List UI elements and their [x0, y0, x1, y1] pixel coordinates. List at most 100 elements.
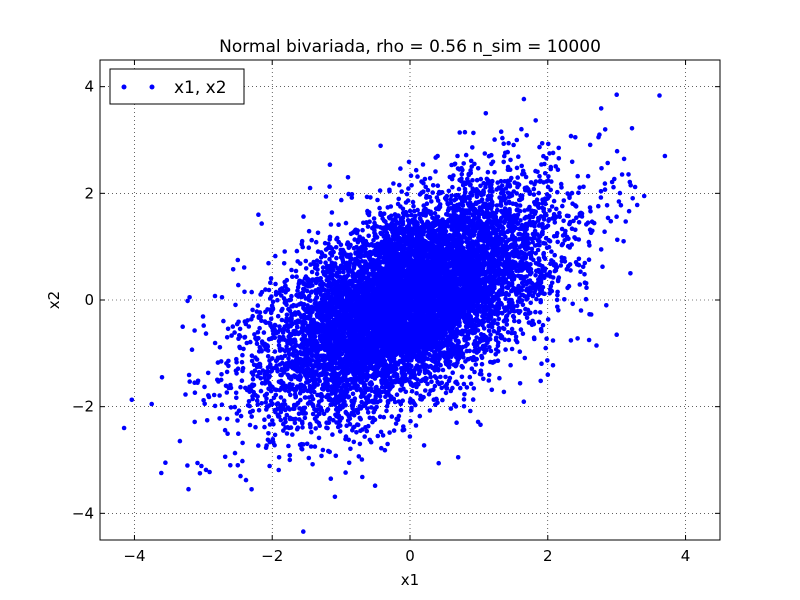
scatter-point: [396, 196, 402, 202]
scatter-point: [245, 318, 250, 323]
scatter-point: [266, 287, 272, 293]
scatter-point: [259, 380, 265, 386]
scatter-point: [519, 196, 525, 201]
scatter-point: [421, 443, 427, 448]
scatter-point: [555, 167, 561, 172]
scatter-point: [456, 186, 462, 192]
scatter-point: [240, 458, 245, 464]
scatter-point: [549, 249, 554, 254]
scatter-point: [240, 440, 245, 446]
scatter-point: [246, 399, 252, 404]
scatter-point: [514, 339, 520, 345]
scatter-point: [306, 245, 312, 250]
scatter-point: [429, 199, 434, 204]
scatter-point: [265, 354, 271, 359]
scatter-point: [433, 169, 438, 174]
scatter-point: [286, 443, 291, 449]
scatter-point: [605, 215, 611, 221]
scatter-point: [497, 375, 502, 381]
scatter-point: [286, 356, 291, 361]
scatter-point: [545, 358, 550, 363]
scatter-point: [426, 391, 432, 397]
scatter-point: [396, 399, 402, 404]
scatter-point: [326, 448, 331, 454]
scatter-point: [255, 402, 260, 407]
scatter-point: [230, 324, 236, 329]
scatter-point: [364, 428, 370, 434]
scatter-point: [324, 408, 330, 413]
scatter-point: [312, 389, 317, 395]
scatter-point: [576, 256, 582, 262]
scatter-point: [159, 470, 164, 476]
scatter-point: [531, 192, 537, 197]
scatter-point: [561, 198, 567, 203]
scatter-point: [413, 423, 419, 428]
scatter-point: [377, 205, 382, 211]
scatter-point: [316, 435, 322, 441]
scatter-point: [236, 282, 241, 288]
scatter-point: [432, 211, 438, 216]
scatter-point: [343, 220, 349, 226]
scatter-point: [517, 381, 523, 386]
scatter-point: [252, 332, 257, 337]
scatter-point: [461, 161, 467, 166]
scatter-point: [285, 328, 291, 334]
scatter-point: [438, 374, 443, 380]
scatter-point: [224, 390, 230, 395]
scatter-point: [478, 176, 484, 182]
scatter-point: [284, 277, 290, 283]
scatter-point: [352, 237, 358, 242]
scatter-point: [458, 385, 463, 391]
scatter-point: [266, 431, 271, 436]
scatter-point: [508, 157, 513, 163]
scatter-point: [200, 314, 206, 319]
scatter-point: [479, 361, 485, 367]
scatter-point: [238, 473, 243, 479]
scatter-point: [253, 424, 258, 430]
scatter-point: [268, 280, 273, 286]
scatter-point: [500, 135, 505, 141]
scatter-point: [524, 133, 529, 138]
scatter-point: [573, 204, 579, 209]
scatter-point: [598, 189, 604, 194]
scatter-point: [437, 381, 442, 387]
scatter-point: [614, 214, 619, 219]
scatter-point: [582, 272, 587, 277]
scatter-point: [562, 255, 567, 261]
scatter-point: [233, 302, 238, 308]
scatter-point: [281, 261, 287, 266]
scatter-point: [561, 218, 566, 224]
scatter-point: [234, 395, 239, 401]
scatter-point: [587, 205, 593, 210]
scatter-point: [290, 432, 295, 437]
scatter-point: [186, 372, 192, 378]
scatter-point: [310, 462, 315, 467]
scatter-point: [600, 264, 605, 270]
scatter-point: [505, 330, 511, 335]
scatter-point: [413, 167, 419, 173]
scatter-point: [605, 160, 610, 166]
scatter-point: [457, 130, 463, 135]
scatter-point: [501, 389, 507, 395]
scatter-point: [391, 181, 396, 186]
scatter-point: [539, 141, 545, 146]
scatter-point: [201, 398, 206, 403]
scatter-point: [177, 438, 183, 444]
scatter-point: [224, 335, 230, 340]
scatter-point: [192, 390, 198, 396]
scatter-point: [320, 265, 326, 270]
scatter-point: [272, 432, 278, 438]
scatter-point: [564, 213, 570, 219]
scatter-point: [309, 269, 315, 275]
scatter-point: [555, 189, 560, 195]
scatter-point: [304, 441, 310, 447]
scatter-point: [263, 287, 268, 292]
scatter-point: [501, 159, 507, 165]
scatter-point: [443, 390, 449, 396]
scatter-point: [617, 190, 623, 196]
scatter-point: [318, 255, 324, 260]
scatter-point: [404, 191, 410, 197]
scatter-point: [468, 381, 474, 387]
scatter-point: [235, 418, 240, 423]
scatter-point: [521, 399, 527, 405]
